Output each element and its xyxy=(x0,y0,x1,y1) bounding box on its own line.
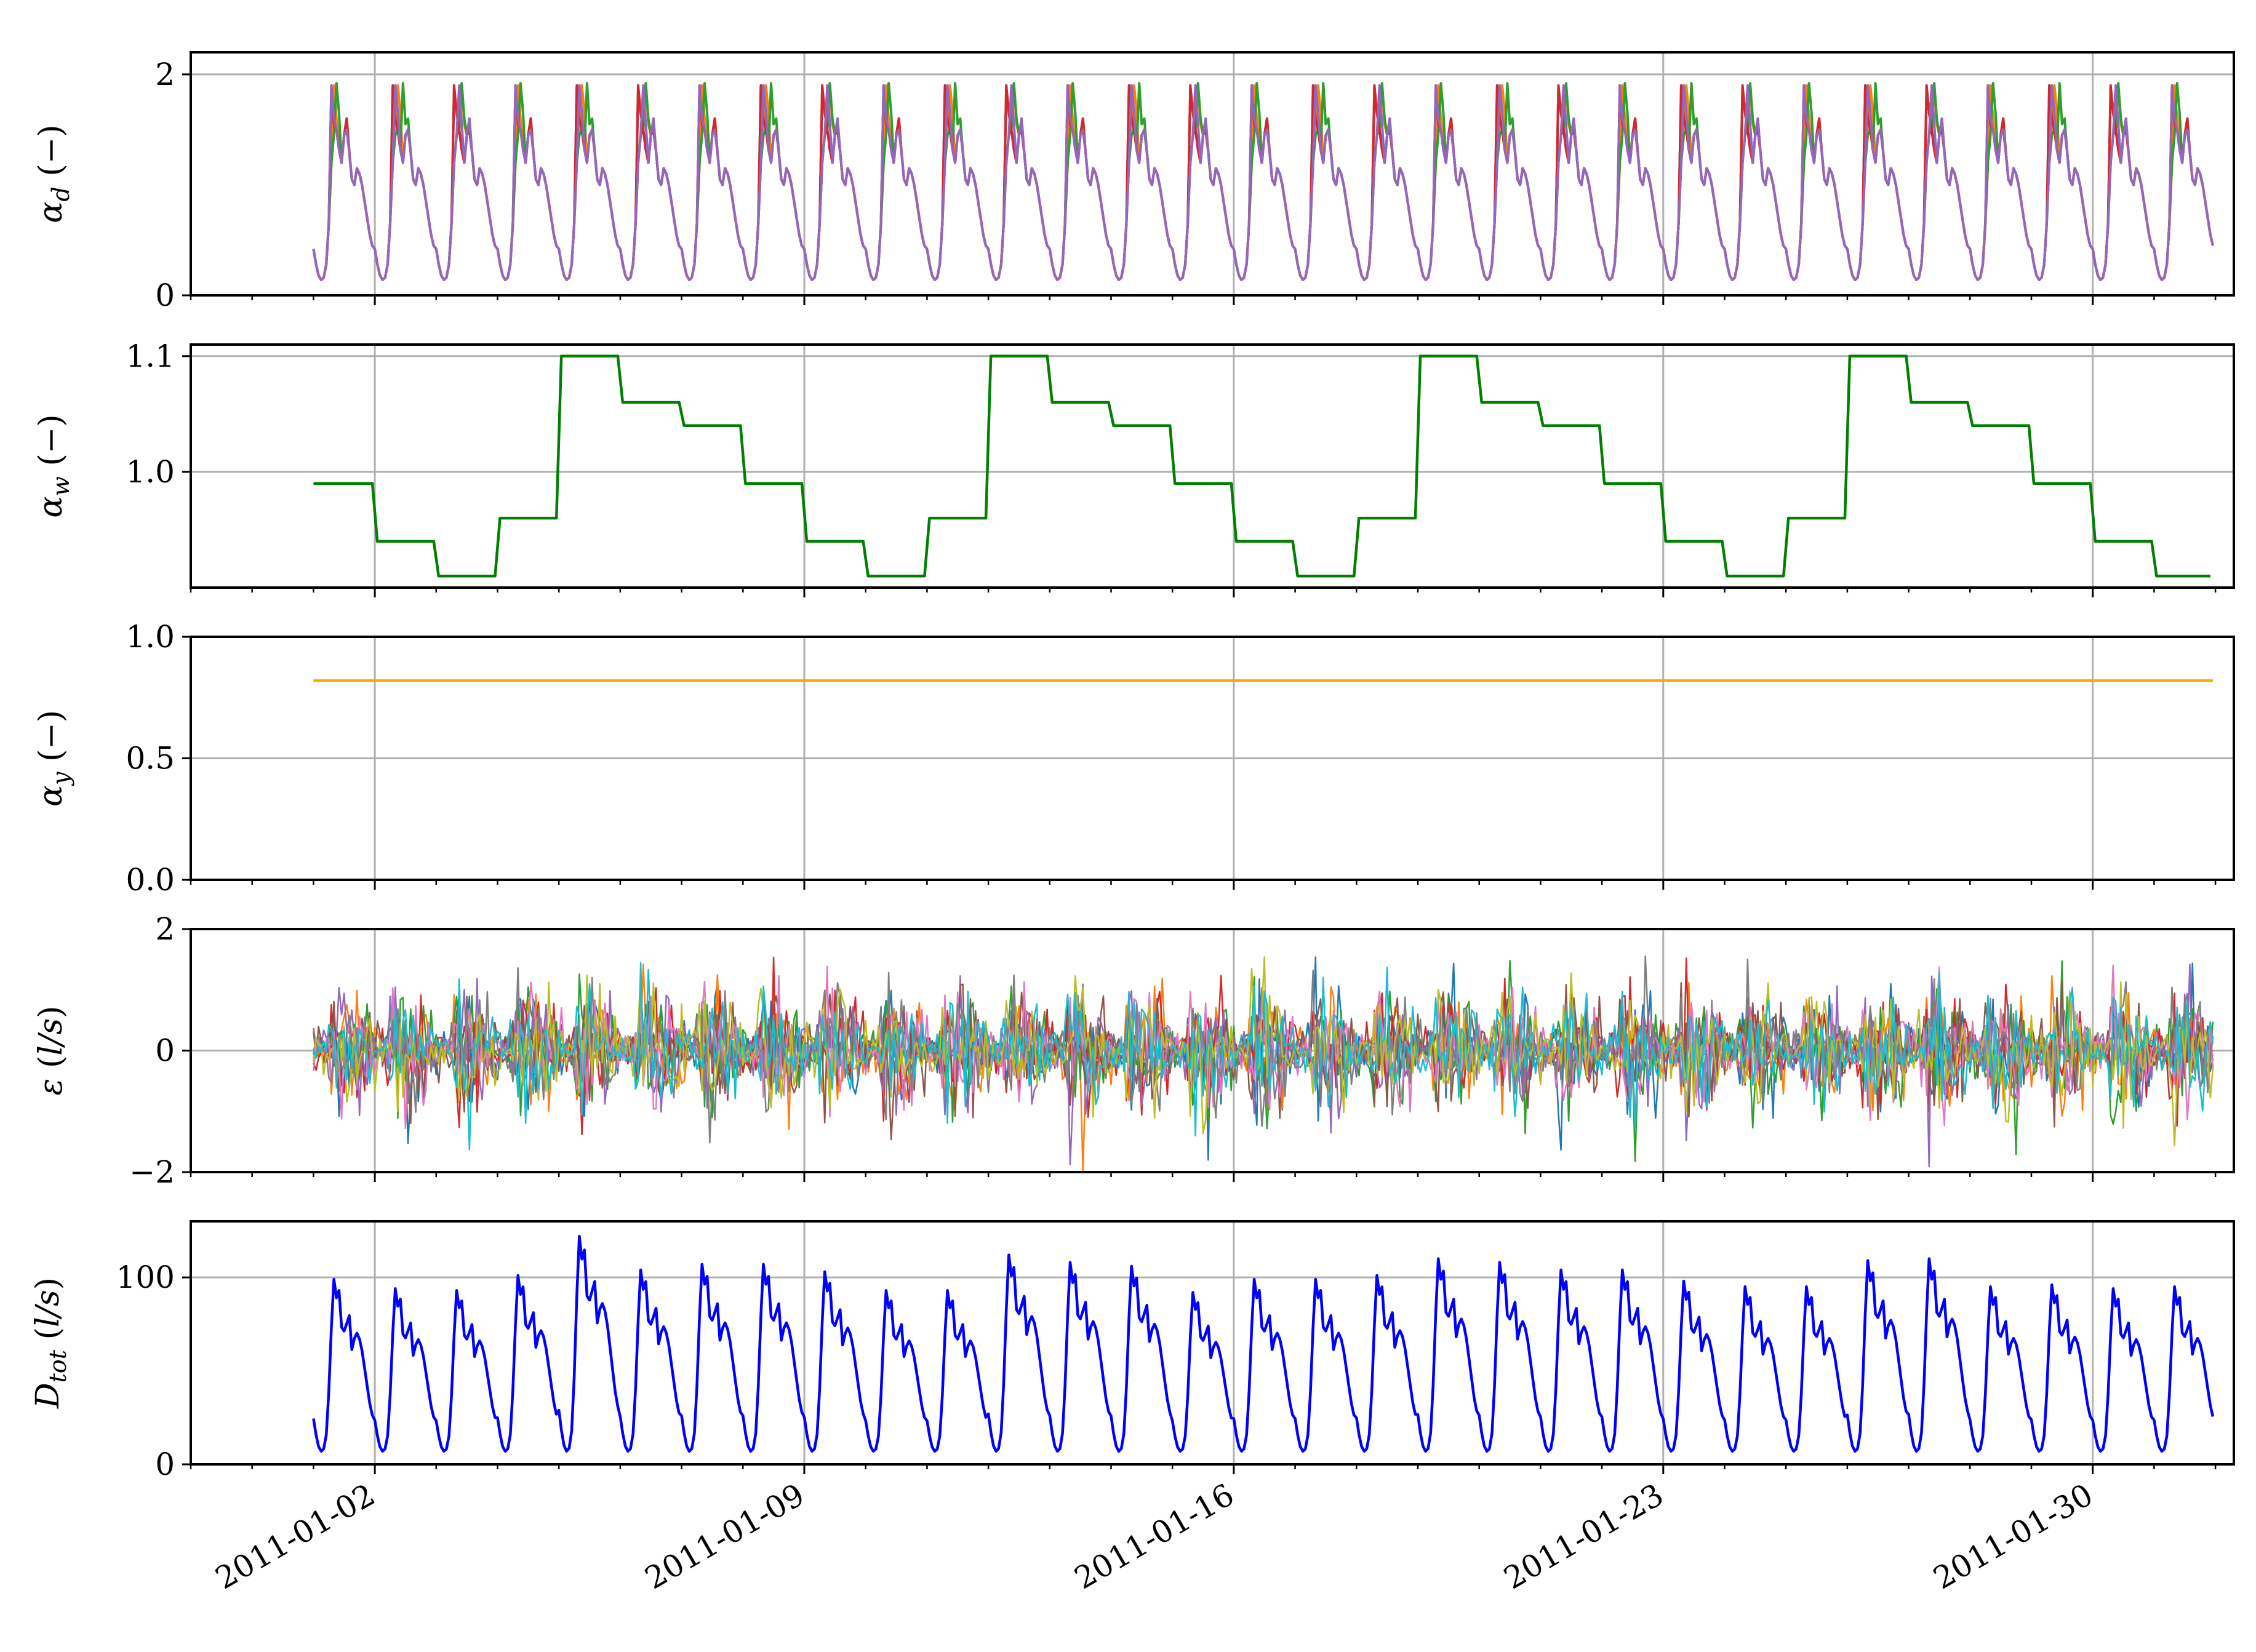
ylabel-alpha-d: αd (−) xyxy=(33,124,74,223)
y-tick-label: 0.5 xyxy=(126,741,175,776)
alpha-w-series xyxy=(313,354,2210,578)
y-tick-label: 0 xyxy=(155,277,175,313)
y-tick-label: 1.0 xyxy=(126,454,175,490)
y-tick-label: 2 xyxy=(155,911,175,947)
axes-frame-alpha-d xyxy=(190,51,2235,297)
ticks-alpha-y: 0.0 0.5 1.0 xyxy=(126,619,2217,898)
axes-frame-alpha-w xyxy=(190,343,2235,589)
series-group-epsilon xyxy=(313,955,2214,1173)
y-tick-label: 0 xyxy=(155,1033,175,1069)
y-tick-label: 2 xyxy=(155,57,175,92)
ylabel-d-tot: Dtot (l/s) xyxy=(30,1277,71,1409)
ylabel-alpha-y: αy (−) xyxy=(33,710,74,807)
epsilon-series-9 xyxy=(313,962,2214,1151)
y-tick-label: 0 xyxy=(155,1446,175,1482)
epsilon-series-7 xyxy=(313,955,2214,1144)
series-group-d-tot xyxy=(312,1235,2215,1453)
panel-d-tot: 0 100 Dtot (l/s) xyxy=(30,1220,2235,1482)
axes-frame-d-tot xyxy=(190,1220,2235,1466)
ylabel-epsilon: ε (l/s) xyxy=(33,1006,70,1096)
y-tick-label: 0.0 xyxy=(126,862,175,898)
alpha-d-series-4 xyxy=(312,84,2214,281)
ylabel-alpha-w: αw (−) xyxy=(33,414,74,517)
panel-epsilon: −2 0 2 ε (l/s) xyxy=(33,911,2235,1190)
series-group-alpha-w xyxy=(313,354,2210,578)
y-tick-label: −2 xyxy=(129,1154,175,1190)
y-tick-label: 1.1 xyxy=(126,338,175,374)
ticks-epsilon: −2 0 2 xyxy=(129,911,2217,1190)
panel-alpha-w: 1.0 1.1 αw (−) xyxy=(33,338,2235,597)
y-tick-label: 100 xyxy=(116,1259,175,1295)
d-tot-series xyxy=(312,1235,2215,1453)
ticks-alpha-w: 1.0 1.1 xyxy=(126,338,2217,597)
series-group-alpha-d xyxy=(312,82,2214,281)
panel-alpha-d: 02 αd (−) xyxy=(33,51,2235,313)
y-tick-label: 1.0 xyxy=(126,619,175,655)
ticks-d-tot: 0 100 xyxy=(116,1259,2217,1482)
ticks-alpha-d: 02 xyxy=(155,57,2217,313)
panel-alpha-y: 0.0 0.5 1.0 αy (−) xyxy=(33,619,2235,898)
